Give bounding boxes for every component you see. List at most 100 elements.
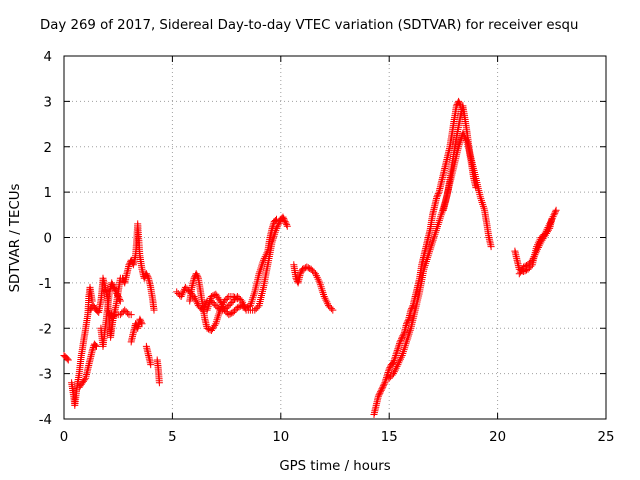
data-point: [136, 315, 144, 323]
data-point: [254, 303, 262, 311]
x-tick-label: 10: [272, 430, 289, 445]
y-tick-label: 3: [44, 95, 52, 110]
data-point: [283, 222, 291, 230]
data-point: [193, 271, 201, 279]
data-point: [232, 294, 240, 302]
data-point: [376, 389, 384, 397]
data-point: [194, 273, 202, 281]
data-point: [113, 290, 121, 297]
data-point: [326, 303, 334, 311]
data-point: [192, 270, 200, 278]
data-point: [528, 256, 536, 264]
data-point: [108, 279, 116, 287]
data-point: [380, 380, 388, 388]
data-point: [220, 306, 228, 314]
data-point: [312, 270, 319, 278]
data-points: [60, 97, 560, 418]
data-point: [535, 242, 543, 250]
data-point: [322, 296, 330, 304]
data-point: [137, 318, 145, 326]
data-point: [397, 353, 405, 361]
data-point: [374, 392, 382, 400]
data-point: [532, 249, 540, 257]
data-point: [212, 302, 220, 310]
data-point: [472, 184, 480, 192]
data-point: [312, 272, 320, 280]
data-point: [252, 305, 260, 313]
data-point: [545, 226, 552, 234]
data-point: [112, 288, 120, 296]
data-point: [434, 190, 442, 198]
data-point: [213, 303, 221, 311]
data-point: [398, 333, 406, 341]
data-point: [173, 288, 181, 296]
data-point: [238, 302, 246, 310]
data-point: [138, 320, 146, 328]
data-point: [124, 309, 132, 317]
data-point: [110, 283, 118, 291]
data-point: [384, 369, 392, 376]
data-point: [174, 290, 182, 297]
data-point: [116, 296, 124, 303]
data-point: [315, 277, 323, 285]
data-point: [260, 254, 268, 262]
x-axis-ticks: 0 5 10 15 20 25: [60, 56, 615, 445]
data-point: [225, 311, 233, 319]
data-point: [269, 221, 277, 229]
data-point: [63, 355, 71, 363]
data-point: [108, 313, 116, 321]
data-point: [142, 270, 150, 278]
data-point: [281, 218, 289, 226]
data-point: [127, 311, 135, 319]
data-point: [191, 294, 199, 302]
data-point: [296, 270, 304, 278]
data-point: [521, 262, 529, 270]
data-point: [144, 273, 152, 281]
data-point: [408, 303, 416, 311]
data-point: [299, 265, 306, 273]
data-point: [282, 219, 290, 227]
data-point: [242, 304, 250, 312]
data-point: [550, 211, 558, 219]
data-point: [520, 263, 528, 271]
y-tick-label: -3: [39, 368, 52, 383]
data-point: [455, 99, 463, 107]
data-point: [323, 298, 331, 306]
data-point: [155, 379, 163, 387]
data-point: [313, 273, 321, 281]
data-point: [377, 386, 385, 394]
data-point: [93, 342, 100, 350]
chart-title: Day 269 of 2017, Sidereal Day-to-day VTE…: [40, 18, 579, 33]
data-point: [177, 293, 185, 300]
data-point: [111, 286, 119, 294]
data-point: [229, 308, 237, 316]
data-point: [375, 391, 383, 399]
x-tick-label: 20: [489, 430, 506, 445]
data-point: [478, 199, 486, 206]
y-tick-label: -1: [39, 277, 52, 292]
data-point: [109, 282, 117, 290]
data-point: [321, 294, 329, 302]
y-tick-label: 4: [44, 50, 52, 65]
data-point: [436, 215, 444, 223]
data-point: [529, 254, 537, 262]
data-point: [115, 294, 123, 302]
data-point: [192, 296, 200, 304]
data-point: [303, 263, 311, 271]
data-point: [377, 388, 384, 396]
data-point: [297, 268, 305, 276]
data-point: [273, 215, 280, 223]
data-point: [226, 300, 234, 308]
data-point: [143, 271, 151, 279]
data-point: [181, 283, 189, 291]
x-tick-label: 25: [598, 430, 615, 445]
data-point: [222, 296, 230, 303]
data-point: [111, 311, 119, 319]
data-point: [309, 267, 317, 275]
y-tick-label: 2: [44, 141, 52, 156]
data-point: [251, 306, 259, 314]
data-point: [391, 355, 399, 363]
data-point: [223, 294, 231, 302]
data-point: [268, 224, 276, 232]
data-point: [225, 302, 233, 310]
